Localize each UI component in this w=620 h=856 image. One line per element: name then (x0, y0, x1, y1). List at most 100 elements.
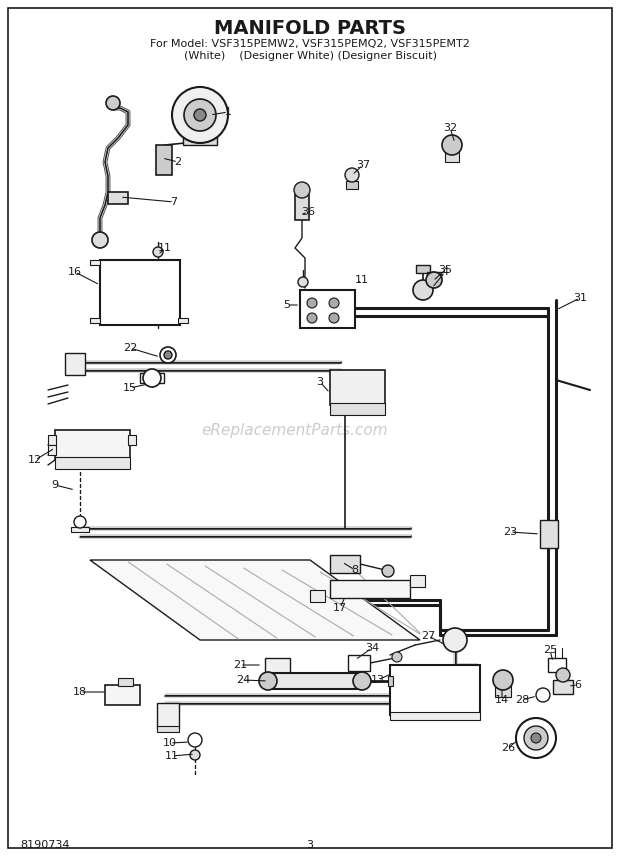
Text: 4: 4 (441, 267, 448, 277)
Text: 11: 11 (355, 275, 369, 285)
Circle shape (353, 672, 371, 690)
Bar (128, 435, 136, 445)
Circle shape (307, 313, 317, 323)
Text: 3: 3 (306, 840, 314, 850)
Bar (330, 580, 410, 598)
Circle shape (443, 628, 467, 652)
Circle shape (160, 347, 176, 363)
Text: 15: 15 (123, 383, 137, 393)
Circle shape (413, 280, 433, 300)
Text: 28: 28 (515, 695, 529, 705)
Text: 23: 23 (503, 527, 517, 537)
Circle shape (345, 168, 359, 182)
Bar (157, 726, 179, 732)
Bar (445, 152, 459, 162)
Bar (55, 457, 130, 469)
Text: 13: 13 (371, 675, 385, 685)
Circle shape (143, 369, 161, 387)
Text: For Model: VSF315PEMW2, VSF315PEMQ2, VSF315PEMT2: For Model: VSF315PEMW2, VSF315PEMQ2, VSF… (150, 39, 470, 49)
Text: 26: 26 (501, 743, 515, 753)
Text: 17: 17 (333, 603, 347, 613)
Text: 10: 10 (163, 738, 177, 748)
Bar (416, 265, 430, 273)
Circle shape (106, 96, 120, 110)
Circle shape (556, 668, 570, 682)
Text: 7: 7 (170, 197, 177, 207)
Text: 3: 3 (316, 377, 324, 387)
Circle shape (524, 726, 548, 750)
Text: 12: 12 (28, 455, 42, 465)
Circle shape (153, 247, 163, 257)
Text: 16: 16 (68, 267, 82, 277)
Bar (548, 658, 566, 672)
Bar (495, 685, 511, 697)
Bar (330, 370, 385, 405)
Text: 18: 18 (73, 687, 87, 697)
Bar (390, 712, 480, 720)
Circle shape (426, 272, 442, 288)
Circle shape (184, 99, 216, 131)
Bar (310, 590, 325, 602)
Circle shape (536, 688, 550, 702)
Bar (553, 680, 573, 694)
Circle shape (298, 277, 308, 287)
Bar (48, 445, 56, 455)
Bar (140, 373, 164, 383)
Circle shape (329, 298, 339, 308)
Circle shape (307, 298, 317, 308)
Text: 24: 24 (236, 675, 250, 685)
Circle shape (294, 182, 310, 198)
Bar (118, 678, 133, 686)
Bar (330, 555, 360, 573)
Bar (65, 353, 85, 375)
Bar (178, 318, 188, 323)
Bar (348, 655, 370, 671)
Bar (427, 272, 441, 282)
Bar (183, 137, 217, 145)
Bar (55, 430, 130, 460)
Bar (90, 260, 100, 265)
Text: 31: 31 (573, 293, 587, 303)
Text: 1: 1 (224, 107, 231, 117)
Circle shape (516, 718, 556, 758)
Circle shape (442, 135, 462, 155)
Bar (157, 703, 179, 728)
Text: 8: 8 (352, 565, 358, 575)
Bar (390, 665, 480, 715)
Bar (300, 290, 355, 328)
Circle shape (531, 733, 541, 743)
Circle shape (382, 565, 394, 577)
Circle shape (194, 109, 206, 121)
Circle shape (164, 351, 172, 359)
Text: 8190734: 8190734 (20, 840, 69, 850)
Bar (100, 260, 180, 325)
Text: 9: 9 (51, 480, 58, 490)
Circle shape (74, 516, 86, 528)
Bar (48, 435, 56, 445)
Text: MANIFOLD PARTS: MANIFOLD PARTS (214, 19, 406, 38)
Text: 14: 14 (495, 695, 509, 705)
Bar (410, 575, 425, 587)
Text: 2: 2 (174, 157, 182, 167)
Bar (105, 685, 140, 705)
Text: eReplacementParts.com: eReplacementParts.com (202, 423, 388, 437)
Text: 34: 34 (365, 643, 379, 653)
Text: 36: 36 (301, 207, 315, 217)
Circle shape (259, 672, 277, 690)
Circle shape (92, 232, 108, 248)
Circle shape (190, 750, 200, 760)
Text: 25: 25 (543, 645, 557, 655)
Text: 27: 27 (421, 631, 435, 641)
Text: 22: 22 (123, 343, 137, 353)
Text: 37: 37 (356, 160, 370, 170)
Bar (295, 195, 309, 220)
Bar (270, 673, 360, 689)
Bar (265, 658, 290, 676)
Bar (90, 318, 100, 323)
Text: 5: 5 (283, 300, 291, 310)
Bar (108, 192, 128, 204)
Bar (71, 527, 89, 532)
Text: 35: 35 (438, 265, 452, 275)
Text: 32: 32 (443, 123, 457, 133)
Polygon shape (90, 560, 420, 640)
